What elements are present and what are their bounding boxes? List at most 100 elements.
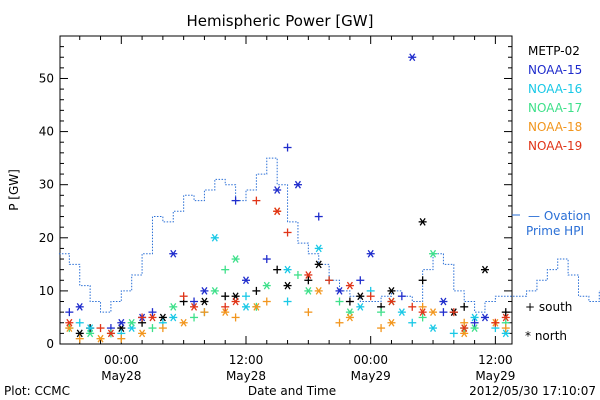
point-noaa-15-south — [356, 276, 365, 285]
marker-stroke — [388, 318, 395, 327]
marker-stroke — [346, 313, 353, 322]
marker-stroke — [149, 313, 156, 322]
marker-stroke — [274, 207, 281, 216]
point-noaa-15-north — [439, 297, 448, 306]
marker-stroke — [232, 297, 239, 306]
point-noaa-19-south — [138, 313, 147, 322]
point-noaa-15-north — [75, 302, 84, 311]
point-noaa-15-south — [190, 297, 199, 306]
point-metp-02-south — [304, 276, 313, 285]
point-noaa-18-south — [262, 297, 271, 306]
marker-stroke — [242, 276, 250, 285]
marker-stroke — [242, 302, 250, 311]
marker-stroke — [253, 302, 260, 311]
marker-stroke — [471, 313, 478, 322]
point-metp-02-north — [356, 292, 365, 301]
point-metp-02-north — [480, 265, 489, 274]
y-tick-label: 20 — [39, 231, 54, 245]
marker-stroke — [430, 249, 437, 258]
y-tick-label: 50 — [39, 71, 54, 85]
point-noaa-18-south — [377, 324, 386, 333]
point-metp-02-north — [75, 329, 84, 338]
marker-stroke — [315, 287, 322, 295]
chart-title: Hemispheric Power [GW] — [187, 12, 374, 30]
point-noaa-17-north — [470, 324, 479, 332]
point-noaa-17-south — [221, 265, 230, 274]
marker-stroke — [440, 297, 447, 306]
marker-stroke — [357, 292, 364, 301]
point-noaa-19-south — [408, 302, 417, 311]
legend-ovation-line2: Prime HPI — [526, 224, 584, 238]
point-noaa-15-north — [169, 249, 178, 258]
marker-stroke — [367, 249, 374, 258]
x-axis-label: Date and Time — [248, 384, 336, 398]
point-noaa-15-north — [241, 276, 250, 285]
point-noaa-18-north — [179, 318, 188, 327]
legend-entry: NOAA-17 — [528, 101, 582, 115]
marker-stroke — [305, 287, 312, 295]
point-noaa-18-south — [304, 308, 313, 317]
legend-entry: NOAA-15 — [528, 63, 582, 77]
point-noaa-15-south — [397, 292, 406, 301]
y-axis-label: P [GW] — [7, 169, 21, 211]
point-noaa-16-south — [241, 292, 250, 301]
plot-timestamp: 2012/05/30 17:10:07 — [469, 384, 596, 398]
point-noaa-17-north — [262, 281, 271, 290]
point-noaa-16-north — [283, 265, 292, 274]
marker-stroke — [170, 302, 177, 311]
point-noaa-15-south — [314, 212, 323, 221]
point-noaa-15-north — [200, 287, 209, 295]
y-tick-label: 10 — [39, 284, 54, 298]
point-noaa-18-south — [460, 318, 469, 327]
marker-stroke — [284, 265, 291, 274]
marker-stroke — [97, 334, 104, 343]
point-noaa-16-south — [449, 329, 458, 338]
point-noaa-19-north — [231, 297, 240, 306]
point-noaa-19-north — [190, 302, 199, 311]
point-noaa-15-north — [273, 186, 282, 194]
marker-stroke — [461, 324, 468, 332]
point-noaa-18-north — [429, 308, 438, 317]
marker-stroke — [419, 217, 426, 226]
point-noaa-18-north — [96, 334, 105, 343]
point-noaa-19-north — [501, 313, 510, 322]
marker-stroke — [388, 297, 395, 306]
point-noaa-19-north — [65, 318, 74, 327]
marker-stroke — [159, 313, 166, 322]
x-tick-time: 12:00 — [229, 353, 264, 367]
marker-stroke — [201, 287, 208, 295]
point-noaa-19-south — [283, 228, 292, 237]
point-noaa-18-south — [117, 334, 126, 343]
point-noaa-15-north — [408, 53, 417, 62]
point-noaa-16-north — [429, 324, 438, 332]
x-tick-date: May29 — [351, 369, 391, 383]
y-tick-label: 40 — [39, 125, 54, 139]
point-noaa-15-north — [293, 180, 302, 189]
marker-stroke — [232, 255, 239, 263]
point-metp-02-south — [418, 276, 427, 285]
marker-stroke — [294, 180, 301, 189]
point-noaa-19-south — [252, 196, 261, 205]
point-noaa-17-south — [377, 308, 386, 317]
point-noaa-18-north — [221, 308, 230, 317]
point-noaa-19-north — [345, 281, 354, 290]
point-noaa-15-north — [480, 313, 489, 322]
point-noaa-19-north — [148, 313, 157, 322]
legend-entry: NOAA-19 — [528, 139, 582, 153]
point-noaa-18-south — [501, 324, 510, 333]
marker-stroke — [211, 287, 218, 295]
point-noaa-17-north — [86, 329, 95, 338]
point-metp-02-north — [283, 281, 292, 290]
point-metp-02-north — [387, 287, 396, 295]
marker-stroke — [107, 329, 114, 338]
point-metp-02-south — [252, 286, 261, 295]
point-noaa-19-south — [491, 318, 500, 327]
marker-stroke — [430, 324, 437, 332]
plot-credit: Plot: CCMC — [4, 384, 70, 398]
point-noaa-17-south — [335, 297, 344, 306]
point-noaa-15-south — [439, 308, 448, 317]
point-noaa-16-north — [470, 313, 479, 322]
x-tick-date: May28 — [226, 369, 266, 383]
point-metp-02-north — [200, 297, 209, 306]
